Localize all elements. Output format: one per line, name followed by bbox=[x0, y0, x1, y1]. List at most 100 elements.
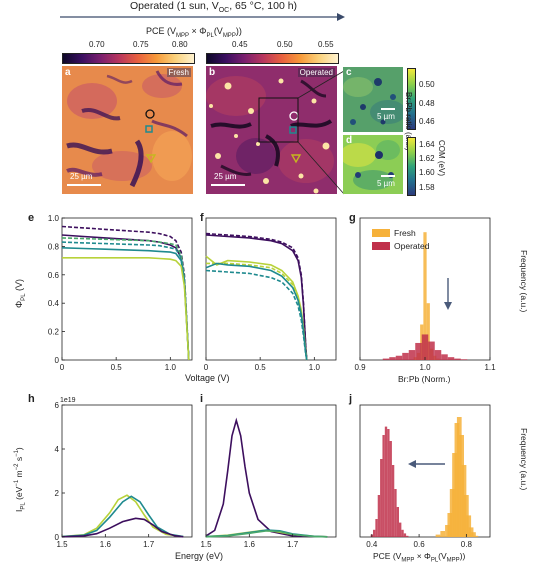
panel-c-tick-1: 0.48 bbox=[419, 99, 435, 108]
panel-j-bar-1-2 bbox=[445, 525, 450, 537]
pce-colorbar-title: PCE (VMPP × ΦPL(VMPP)) bbox=[146, 26, 242, 39]
panel-f-series-line-3 bbox=[206, 262, 308, 361]
panel-j-bar-1-0 bbox=[435, 534, 441, 537]
panel-a-scalebar bbox=[67, 184, 101, 186]
panel-e-series-line-4 bbox=[61, 247, 190, 361]
panel-j-bar-1-11 bbox=[466, 515, 472, 537]
panel-g-shift-arrow-head bbox=[444, 302, 452, 310]
panel-j-bar-0-0 bbox=[370, 534, 373, 537]
panel-h-xtick-1: 1.6 bbox=[100, 540, 112, 549]
panel-g-xtick-2: 1.1 bbox=[484, 363, 496, 372]
panel-h-frame bbox=[61, 404, 193, 538]
panel-g-bar-0-7 bbox=[436, 358, 440, 360]
panel-j-bar-0-8 bbox=[389, 441, 392, 537]
panel-b-map: b Operated 25 µm bbox=[206, 66, 337, 194]
panel-j-bar-1-1 bbox=[440, 531, 446, 537]
panel-h-letter: h bbox=[28, 393, 35, 405]
panel-j-bar-1-14 bbox=[473, 535, 479, 537]
panel-j-bar-1-10 bbox=[464, 495, 469, 537]
panel-f-frame bbox=[205, 217, 337, 361]
panel-g-bar-0-2 bbox=[420, 324, 424, 360]
panel-e-xtick-2: 1.0 bbox=[165, 363, 177, 372]
panel-j-bar-1-5 bbox=[452, 453, 457, 537]
panel-e-xtick-1: 0.5 bbox=[111, 363, 123, 372]
fresh-colorbar-tick-1: 0.75 bbox=[133, 40, 149, 49]
panel-h-series-line-0 bbox=[61, 494, 184, 538]
panel-b-tag: Operated bbox=[297, 68, 335, 77]
panel-j-xtick-2: 0.8 bbox=[461, 540, 473, 549]
panel-e-ytick-4: 0.8 bbox=[48, 242, 60, 251]
panel-d-scalebar bbox=[381, 175, 395, 177]
panel-c-tick-2: 0.46 bbox=[419, 117, 435, 126]
panel-b-scalebar bbox=[211, 184, 245, 186]
panel-c-texture bbox=[343, 67, 403, 132]
panel-h-ytick-3: 6 bbox=[55, 401, 60, 410]
zoom-connector-lines bbox=[297, 70, 345, 195]
panel-j-bar-1-4 bbox=[449, 489, 455, 537]
panel-i-xtick-2: 1.7 bbox=[287, 540, 299, 549]
panel-h-ytick-2: 4 bbox=[55, 445, 60, 454]
panel-e-series-line-2 bbox=[61, 237, 190, 361]
panel-g-bar-0-1 bbox=[416, 352, 421, 360]
panel-j-bar-0-3 bbox=[377, 495, 381, 537]
panel-e-series-line-3 bbox=[61, 241, 190, 361]
panel-d-colorbar-label: COM (eV) bbox=[437, 140, 446, 176]
panel-g-bar-1-6 bbox=[421, 334, 429, 360]
panel-d-tick-3: 1.58 bbox=[419, 183, 435, 192]
panel-g-bar-1-10 bbox=[447, 357, 455, 360]
panel-d-colorbar bbox=[407, 137, 416, 196]
panel-j-ylabel: Frequency (a.u.) bbox=[519, 428, 529, 491]
operated-arrow bbox=[60, 13, 345, 21]
panel-c-tick-0: 0.50 bbox=[419, 80, 435, 89]
panel-j-bar-0-4 bbox=[380, 459, 383, 537]
panel-g-letter: g bbox=[349, 212, 356, 224]
panel-j-bar-0-6 bbox=[384, 426, 388, 537]
panel-j-bar-0-14 bbox=[403, 533, 407, 537]
panel-j-xtick-1: 0.6 bbox=[414, 540, 426, 549]
panel-f-letter: f bbox=[200, 212, 204, 224]
panel-e-letter: e bbox=[28, 212, 35, 224]
panel-e-xtick-0: 0 bbox=[60, 363, 65, 372]
panel-j-bar-0-5 bbox=[382, 435, 385, 537]
panel-j-bar-0-2 bbox=[375, 519, 378, 537]
panel-j-bar-1-12 bbox=[468, 527, 474, 537]
panel-j-shift-arrow-head bbox=[408, 460, 416, 468]
panel-g-bar-1-11 bbox=[454, 358, 461, 360]
panel-f-series-line-0 bbox=[205, 232, 308, 361]
legend-g: Fresh Operated bbox=[372, 228, 429, 251]
fresh-colorbar bbox=[62, 53, 195, 64]
panel-e-ytick-3: 0.6 bbox=[48, 271, 60, 280]
panel-e-series-line-0 bbox=[61, 225, 190, 361]
panel-d-scale-label: 5 µm bbox=[377, 179, 395, 188]
panel-c-letter: c bbox=[346, 67, 352, 78]
operated-colorbar-tick-0: 0.45 bbox=[232, 40, 248, 49]
panel-c-scalebar bbox=[381, 108, 395, 110]
panel-g-ylabel: Frequency (a.u.) bbox=[519, 250, 529, 313]
panel-b-letter: b bbox=[209, 67, 216, 78]
panel-f-series-line-2 bbox=[205, 255, 308, 361]
fresh-colorbar-tick-2: 0.80 bbox=[172, 40, 188, 49]
panel-d-tick-0: 1.64 bbox=[419, 140, 435, 149]
panel-f-xtick-2: 1.0 bbox=[309, 363, 321, 372]
panel-h-ytick-1: 2 bbox=[55, 489, 60, 498]
panel-g-xtick-1: 1.0 bbox=[419, 363, 431, 372]
panel-j-bar-1-6 bbox=[454, 423, 460, 537]
panel-d-letter: d bbox=[346, 135, 353, 146]
panel-f-xtick-0: 0 bbox=[204, 363, 209, 372]
panel-i-frame bbox=[205, 404, 337, 538]
panel-g-bar-1-1 bbox=[389, 357, 396, 360]
panel-g-bar-1-3 bbox=[402, 352, 409, 360]
panel-f-series-line-1 bbox=[205, 234, 308, 361]
panel-j-bar-0-11 bbox=[396, 507, 399, 537]
panel-i-xtick-1: 1.6 bbox=[244, 540, 256, 549]
legend-item-fresh: Fresh bbox=[372, 228, 429, 238]
panel-h-xtick-0: 1.5 bbox=[56, 540, 68, 549]
panel-g-bar-1-4 bbox=[408, 350, 416, 360]
operated-colorbar-tick-1: 0.50 bbox=[277, 40, 293, 49]
panel-j-bar-0-13 bbox=[401, 529, 404, 537]
legend-swatch-operated bbox=[372, 242, 390, 250]
panel-e-ylabel: ΦPL (V) bbox=[14, 278, 27, 308]
panel-a-texture bbox=[62, 66, 193, 194]
operated-colorbar bbox=[206, 53, 339, 64]
panel-b-texture bbox=[206, 66, 337, 194]
